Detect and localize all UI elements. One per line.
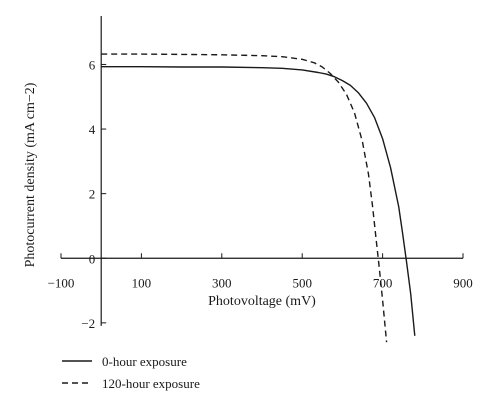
x-tick-label: 100 [132,275,152,290]
y-tick-label: −2 [81,316,95,331]
legend: 0-hour exposure 120-hour exposure [62,354,200,391]
y-axis-label: Photocurrent density (mA cm−2) [23,82,38,267]
y-ticks: −2 0 2 4 6 [81,57,107,331]
y-tick-label: 4 [89,122,96,137]
y-tick-label: 2 [89,187,96,202]
series-line-0-hour [101,66,416,336]
x-ticks: −100 100 300 500 700 900 [48,253,473,290]
x-tick-label: 300 [212,275,232,290]
legend-label-120-hour: 120-hour exposure [102,376,200,391]
y-tick-label: 6 [89,57,96,72]
x-tick-label: 900 [453,275,473,290]
series-group [101,53,416,343]
axes [61,16,463,326]
x-axis-label: Photovoltage (mV) [208,294,316,309]
legend-label-0-hour: 0-hour exposure [102,354,187,369]
x-tick-label: 500 [292,275,312,290]
x-tick-label: −100 [48,275,75,290]
x-tick-label: 700 [373,275,393,290]
y-tick-label: 0 [89,251,96,266]
